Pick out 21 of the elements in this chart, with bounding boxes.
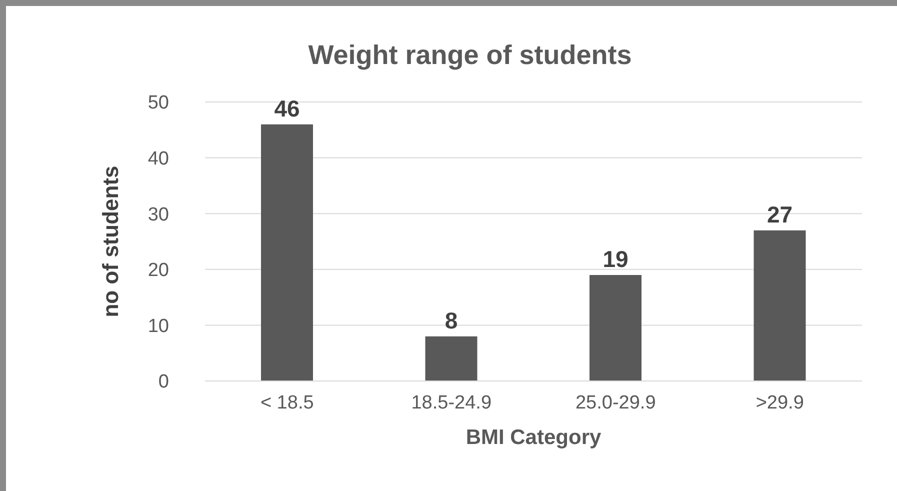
y-tick-label: 30 (148, 204, 169, 226)
y-tick-label: 20 (148, 260, 169, 282)
y-tick-label: 40 (148, 148, 169, 170)
data-label: 27 (766, 201, 793, 228)
data-label: 19 (602, 246, 628, 272)
x-axis-title: BMI Category (466, 426, 602, 449)
bar (590, 274, 642, 381)
bar (754, 230, 806, 381)
y-axis-title: no of students (98, 166, 123, 318)
bar (261, 124, 313, 381)
x-tick-label: 25.0-29.9 (575, 392, 656, 414)
x-tick-label: < 18.5 (260, 392, 314, 414)
chart-title: Weight range of students (307, 40, 633, 71)
data-label: 46 (274, 95, 300, 122)
x-tick-label: >29.9 (756, 392, 804, 414)
data-label: 8 (444, 307, 458, 334)
x-tick-label: 18.5-24.9 (411, 392, 492, 414)
y-tick-label: 10 (148, 316, 169, 337)
y-tick-label: 0 (158, 372, 169, 393)
y-tick-label: 50 (148, 92, 169, 114)
bar (425, 336, 478, 381)
